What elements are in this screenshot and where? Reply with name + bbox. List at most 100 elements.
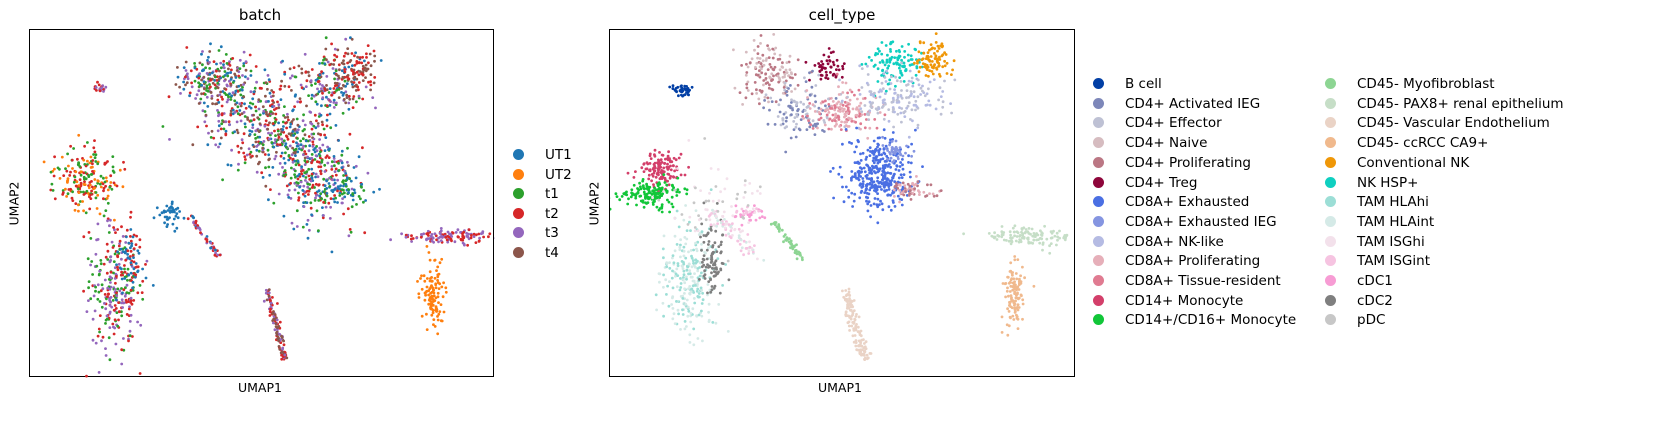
cell-type-point: [856, 325, 860, 329]
batch-point: [238, 109, 242, 112]
batch-point: [463, 243, 466, 247]
cell-type-point: [702, 201, 706, 205]
batch-point: [283, 169, 287, 172]
batch-point: [118, 242, 121, 246]
cell-type-point: [888, 159, 892, 163]
cell-type-point: [668, 266, 672, 270]
cell-type-point: [699, 235, 702, 239]
batch-point: [237, 150, 241, 154]
batch-point: [282, 139, 286, 143]
batch-point: [244, 106, 248, 110]
cell-type-point: [851, 107, 855, 111]
cell-type-point: [748, 209, 752, 213]
cell-type-point: [889, 152, 892, 156]
batch-point: [233, 93, 237, 97]
batch-point: [279, 87, 282, 91]
cell-type-point: [933, 52, 936, 55]
batch-point: [91, 170, 94, 173]
cell-type-point: [674, 158, 678, 162]
cell-type-point: [825, 113, 829, 117]
cell-type-point: [1017, 288, 1021, 291]
batch-point: [98, 300, 102, 303]
cell-type-point: [651, 196, 654, 200]
cell-type-point: [896, 96, 900, 99]
cell-type-point: [685, 275, 688, 279]
cell-type-x-axis-label: UMAP1: [818, 380, 862, 395]
batch-point: [314, 154, 318, 157]
legend-marker: [1325, 235, 1336, 247]
cell-type-point: [856, 97, 859, 101]
batch-point: [306, 236, 310, 240]
cell-type-point: [755, 61, 759, 65]
batch-point: [296, 174, 299, 178]
cell-type-point: [878, 167, 882, 171]
cell-type-point: [740, 207, 744, 211]
batch-point: [472, 235, 476, 239]
batch-point: [425, 312, 428, 316]
cell-type-point: [695, 314, 698, 317]
cell-type-point: [846, 303, 849, 307]
batch-point: [74, 202, 78, 206]
batch-point: [332, 101, 336, 104]
cell-type-point: [906, 182, 910, 186]
cell-type-point: [783, 73, 787, 76]
cell-type-point: [709, 278, 712, 282]
batch-point: [99, 259, 103, 262]
batch-point: [300, 67, 304, 71]
batch-point: [132, 260, 136, 264]
cell-type-point: [679, 243, 682, 247]
batch-point: [362, 68, 366, 72]
cell-type-point: [887, 188, 891, 191]
batch-point: [488, 232, 492, 236]
cell-type-point: [794, 249, 797, 252]
batch-point: [222, 66, 226, 70]
cell-type-point: [891, 176, 894, 180]
batch-point: [347, 188, 350, 191]
cell-type-point: [820, 65, 824, 69]
batch-point: [335, 101, 338, 105]
cell-type-point: [912, 149, 916, 153]
cell-type-point: [723, 187, 727, 191]
cell-type-point: [709, 290, 713, 294]
batch-point: [290, 120, 294, 123]
cell-type-point: [692, 297, 696, 300]
legend-marker: [1093, 235, 1104, 247]
cell-type-point: [714, 321, 718, 325]
batch-point: [267, 288, 271, 291]
batch-point: [175, 226, 179, 230]
cell-type-point: [795, 112, 798, 116]
cell-type-point: [866, 73, 870, 76]
batch-point: [330, 250, 334, 254]
batch-point: [301, 129, 305, 133]
batch-point: [218, 142, 222, 146]
batch-point: [434, 234, 438, 238]
batch-point: [277, 133, 280, 137]
cell-type-point: [850, 119, 854, 123]
batch-point: [91, 185, 94, 189]
batch-point: [279, 132, 282, 136]
cell-type-point: [720, 240, 723, 244]
cell-type-point: [744, 73, 748, 77]
cell-type-point: [681, 313, 685, 316]
cell-type-point: [861, 151, 865, 155]
batch-point: [296, 160, 300, 163]
cell-type-point: [709, 188, 713, 192]
batch-point: [295, 144, 299, 148]
batch-point: [357, 155, 361, 159]
cell-type-point: [878, 185, 882, 189]
cell-type-point: [708, 218, 712, 222]
cell-type-point: [757, 209, 761, 213]
batch-point: [292, 134, 295, 137]
cell-type-point: [869, 103, 873, 106]
cell-type-point: [676, 167, 679, 170]
cell-type-point: [1006, 286, 1009, 290]
batch-point: [348, 228, 352, 231]
batch-point: [346, 160, 349, 164]
batch-point: [158, 213, 162, 217]
cell-type-point: [837, 68, 841, 72]
batch-point: [277, 135, 281, 139]
batch-point: [279, 98, 283, 101]
batch-point: [325, 124, 329, 128]
batch-point: [296, 137, 299, 140]
batch-point: [325, 58, 328, 62]
